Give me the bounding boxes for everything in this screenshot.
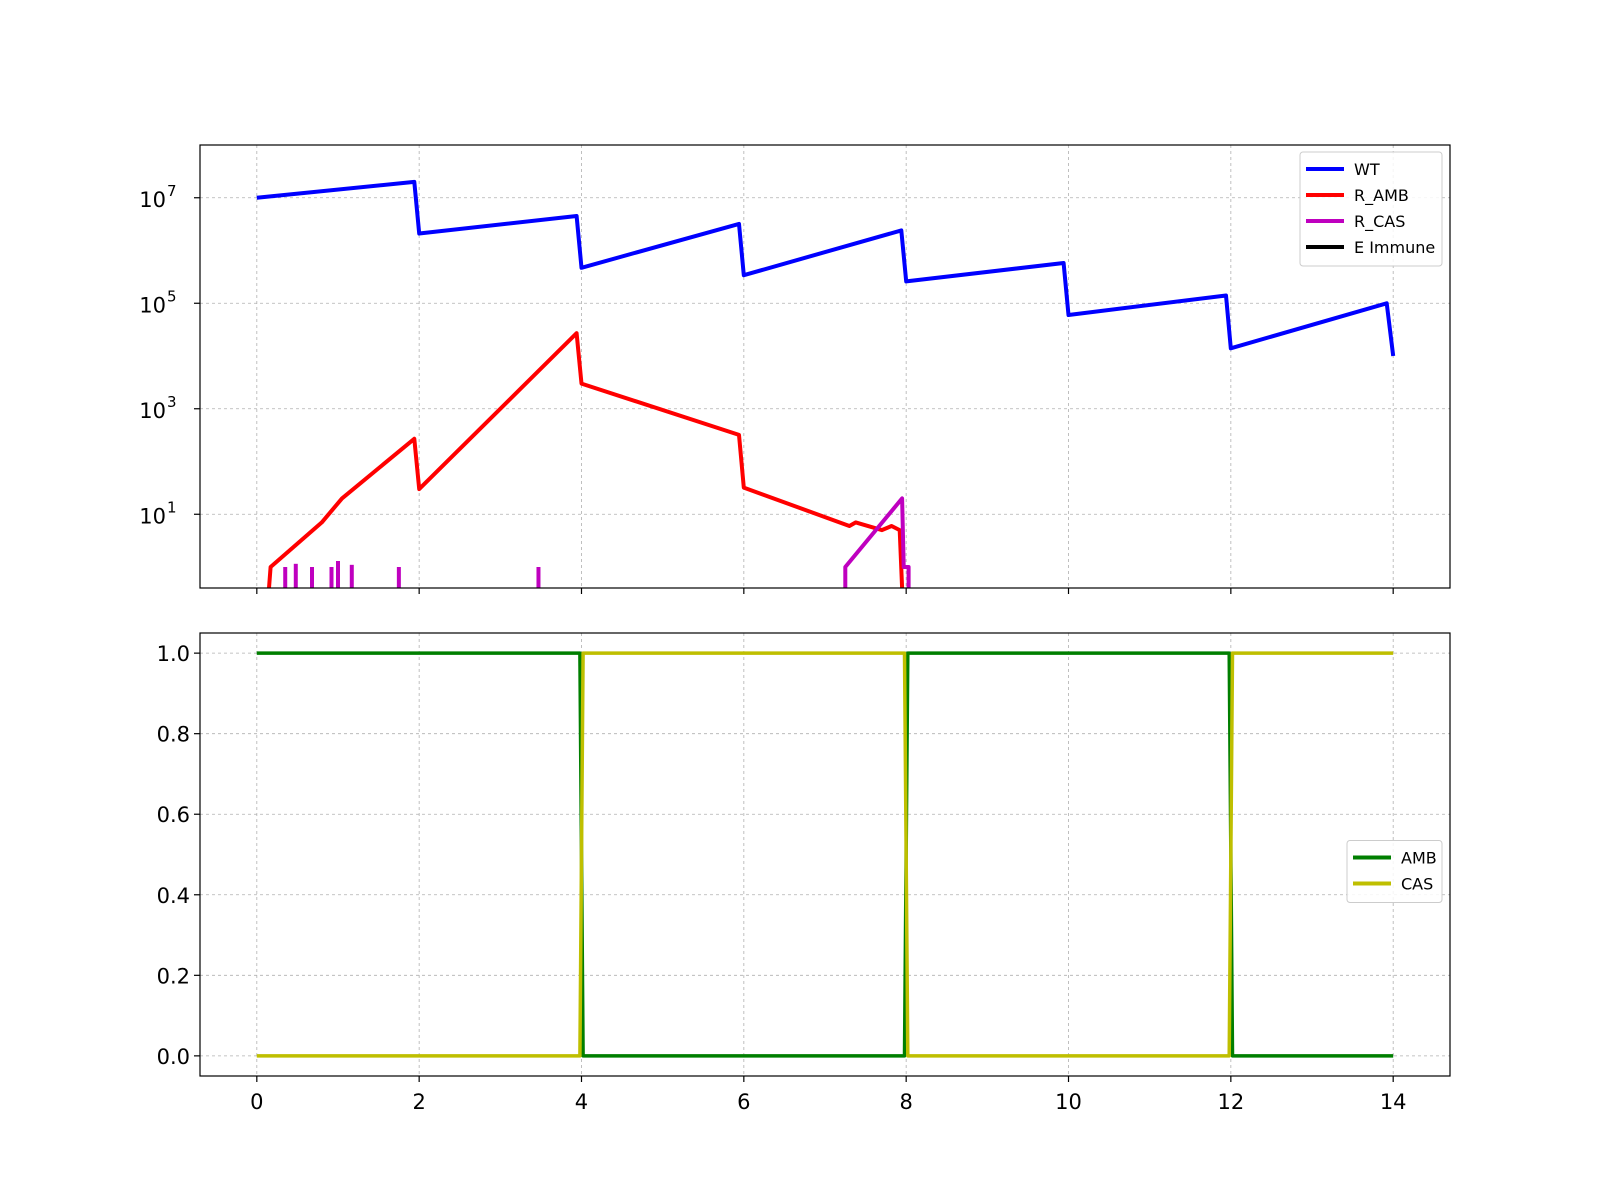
y-tick-exponent: 7 [167, 182, 177, 200]
y-tick-exponent: 3 [167, 393, 177, 411]
legend-label: E Immune [1354, 238, 1435, 257]
x-tick-label: 6 [737, 1090, 750, 1114]
legend-label: WT [1354, 160, 1380, 179]
y-tick-label: 1.0 [157, 642, 190, 666]
y-tick-label: 0.8 [157, 723, 190, 747]
series-line-r-amb [267, 331, 905, 588]
drug-schedule-legend: AMB CAS [1346, 840, 1443, 903]
x-tick-label: 12 [1217, 1090, 1244, 1114]
population-legend: WT R_AMB R_CAS E Immune [1299, 151, 1443, 267]
x-tick-label: 2 [412, 1090, 425, 1114]
x-tick-label: 8 [899, 1090, 912, 1114]
legend-box [1299, 151, 1443, 267]
y-tick-label: 10 [139, 293, 166, 317]
y-tick-exponent: 1 [167, 498, 177, 516]
y-tick-label: 10 [139, 188, 166, 212]
drug-schedule-series [256, 651, 1394, 1058]
x-tick-label: 0 [250, 1090, 263, 1114]
y-tick-label: 0.0 [157, 1045, 190, 1069]
y-tick-label: 0.6 [157, 803, 190, 827]
population-series [256, 179, 1396, 588]
legend-label: R_AMB [1354, 186, 1409, 206]
drug-schedule-plot-frame [199, 632, 1451, 1077]
population-plot-area [200, 145, 1450, 588]
drug-schedule-ticks: 0 2 4 6 8 10 12 14 0.0 0.2 0.4 0.6 0.8 1.0 [157, 642, 1407, 1114]
y-tick-label: 10 [139, 504, 166, 528]
y-tick-label: 0.4 [157, 884, 190, 908]
legend-label: AMB [1401, 849, 1437, 868]
x-tick-label: 14 [1380, 1090, 1407, 1114]
y-tick-label: 10 [139, 399, 166, 423]
legend-label: CAS [1401, 875, 1433, 894]
population-plot-frame [199, 144, 1451, 589]
series-line-wt [256, 179, 1396, 357]
x-tick-label: 10 [1055, 1090, 1082, 1114]
legend-label: R_CAS [1354, 212, 1405, 232]
drug-schedule-plot-area [200, 633, 1450, 1076]
y-tick-label: 0.2 [157, 964, 190, 988]
series-line-cas [256, 651, 1394, 1058]
series-line-r-cas [843, 496, 911, 588]
x-tick-label: 4 [575, 1090, 588, 1114]
y-tick-exponent: 5 [167, 287, 177, 305]
drug-schedule-plot: 0 2 4 6 8 10 12 14 0.0 0.2 0.4 0.6 0.8 1.0 AMB CAS [157, 632, 1451, 1114]
